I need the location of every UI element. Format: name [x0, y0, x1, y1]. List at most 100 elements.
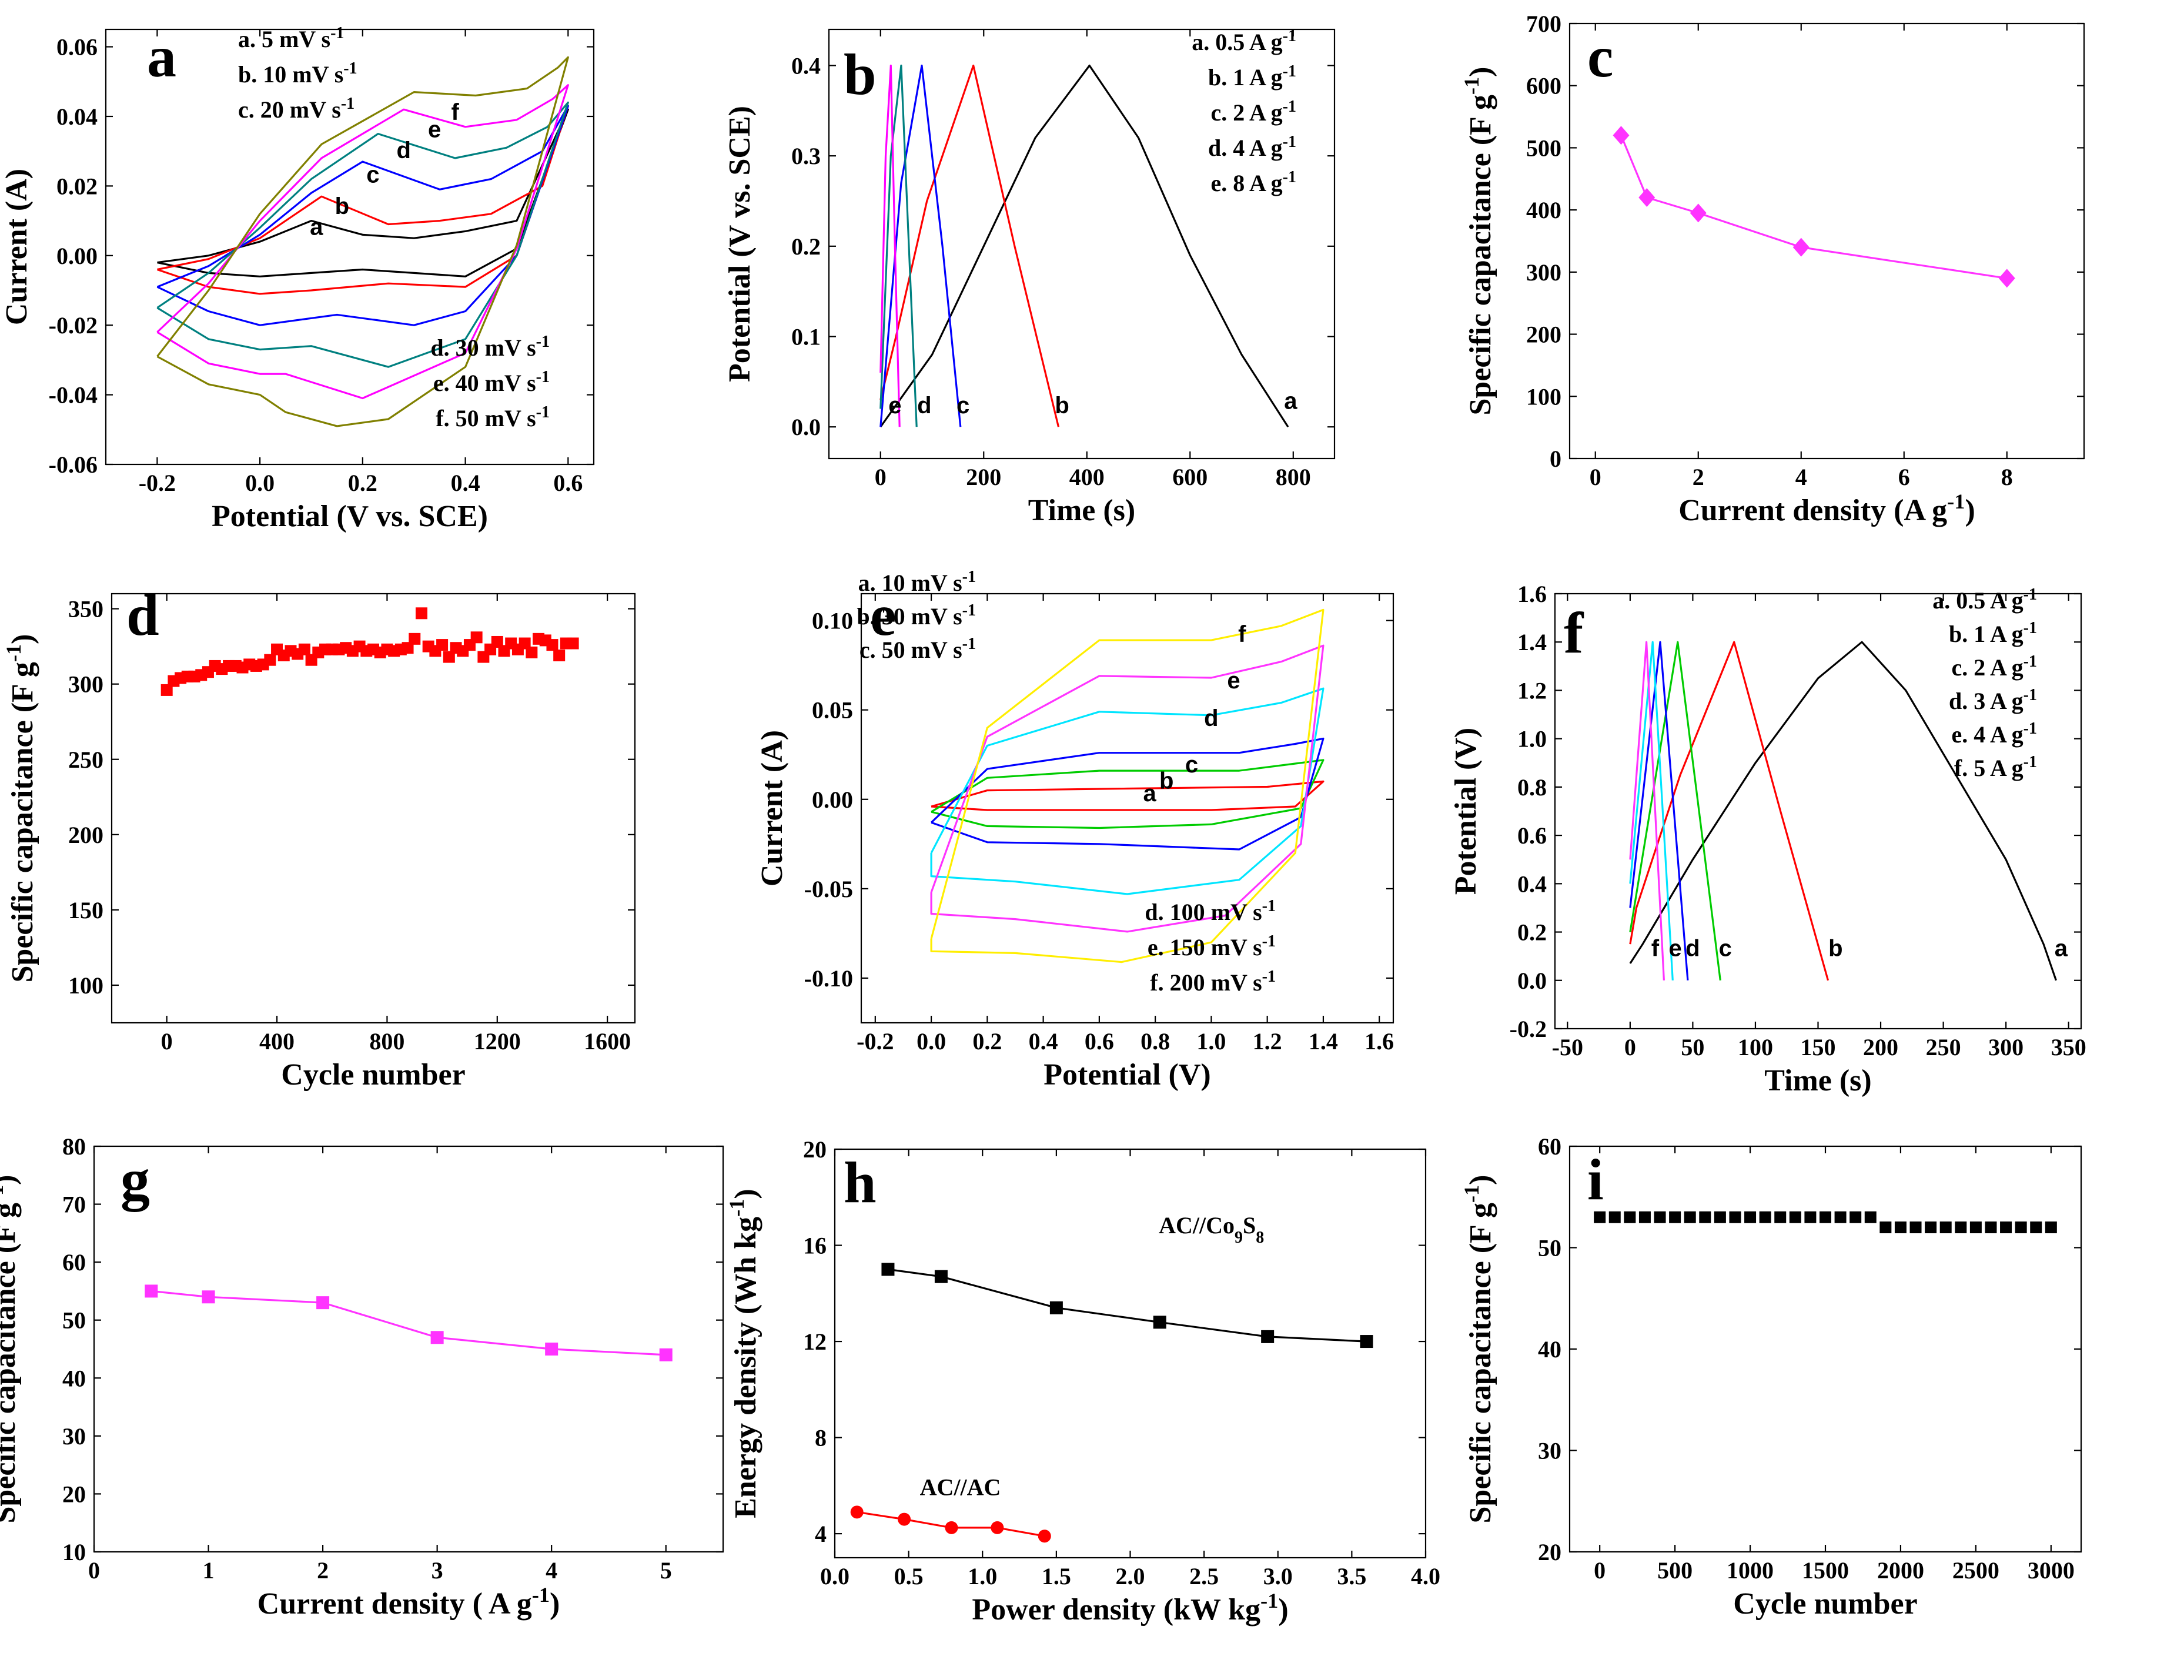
panel-letter: c [1587, 24, 1613, 89]
x-tick-label: 1.0 [968, 1563, 997, 1589]
data-point-marker [1774, 1211, 1787, 1223]
data-point-marker [1638, 1211, 1651, 1223]
legend-entry: a. 0.5 A g-1 [1192, 27, 1296, 56]
x-tick-label: 1.0 [1196, 1028, 1226, 1055]
data-point-marker [316, 1296, 330, 1310]
panel-letter: g [121, 1147, 150, 1212]
x-tick-label: 0.4 [451, 470, 480, 496]
data-point-marker [1955, 1221, 1967, 1233]
label-fragment: b. 30 mV s [857, 603, 962, 630]
x-axis-title: Time (s) [1764, 1064, 1871, 1097]
y-tick-label: 0.00 [812, 787, 853, 813]
y-axis-title: Energy density (Wh kg-1) [725, 1189, 762, 1518]
x-tick-label: 4 [1795, 464, 1807, 490]
series-line-b [931, 759, 1325, 829]
y-tick-label: 1.2 [1517, 677, 1547, 704]
label-fragment: Specific capacitance (F g [6, 662, 39, 982]
x-tick-label: 8 [2001, 464, 2013, 490]
x-tick-label: 300 [1988, 1034, 2024, 1060]
x-tick-label: 1.2 [1253, 1028, 1282, 1055]
label-fragment: -1 [2024, 652, 2037, 671]
label-fragment: b. 1 A g [1949, 621, 2024, 647]
x-tick-label: 0 [1624, 1034, 1636, 1060]
label-fragment: -1 [2024, 686, 2037, 704]
label-fragment: -1 [962, 601, 976, 620]
plot-frame [111, 593, 636, 1024]
series-line-a [931, 780, 1325, 811]
x-tick-label: 1200 [474, 1028, 521, 1055]
data-point-marker [991, 1521, 1004, 1534]
plot-frame [105, 28, 595, 466]
data-point-marker [1939, 1221, 1952, 1233]
y-tick-label: 0.10 [812, 608, 853, 634]
y-axis-title: Potential (V vs. SCE) [723, 106, 757, 382]
data-point-marker [2030, 1221, 2042, 1233]
legend-entry: a. 0.5 A g-1 [1932, 585, 2037, 614]
legend-entry: c. 20 mV s-1 [238, 95, 354, 123]
label-fragment: Cycle number [1733, 1587, 1917, 1621]
label-fragment: -1 [1262, 968, 1276, 986]
y-tick-label: 0.4 [1517, 871, 1547, 897]
y-tick-label: 0.0 [1517, 968, 1547, 994]
annotation-fragment: 9 [1235, 1229, 1243, 1247]
x-tick-label: 2.0 [1116, 1563, 1145, 1589]
series-line-d [930, 687, 1325, 895]
x-tick-label: 2500 [1952, 1557, 1999, 1584]
data-point-marker [430, 1331, 444, 1344]
x-tick-label: 0.5 [894, 1563, 924, 1589]
y-tick-label: 0 [1550, 446, 1561, 472]
curve-label: c [1185, 752, 1198, 778]
data-point-marker [1690, 203, 1707, 223]
label-fragment: -1 [1260, 1589, 1278, 1612]
label-fragment: Time (s) [1028, 494, 1135, 527]
label-fragment: a. 0.5 A g [1192, 29, 1282, 55]
x-tick-label: 1.4 [1309, 1028, 1338, 1055]
label-fragment: -1 [2024, 753, 2037, 771]
y-tick-label: 0.1 [791, 324, 821, 350]
label-fragment: ) [550, 1587, 560, 1621]
data-point-marker [546, 639, 558, 651]
data-point-marker [934, 1270, 948, 1283]
x-tick-label: 0 [1590, 464, 1601, 490]
curve-label: e [1227, 668, 1240, 694]
x-tick-label: 200 [966, 464, 1001, 490]
x-tick-label: 0 [1594, 1557, 1606, 1584]
x-tick-label: 0.0 [820, 1563, 849, 1589]
label-fragment: -1 [2024, 585, 2037, 604]
label-fragment: -1 [1283, 27, 1296, 45]
data-point-marker [409, 632, 421, 645]
label-fragment: ) [0, 1174, 22, 1184]
y-tick-label: 0.00 [56, 243, 98, 269]
label-fragment: Potential (V) [1043, 1058, 1210, 1092]
curve-label: e [428, 117, 441, 143]
data-point-marker [1699, 1211, 1711, 1223]
legend-entry: f. 50 mV s-1 [436, 403, 550, 432]
series-line-d [879, 64, 918, 427]
data-point-marker [2045, 1221, 2057, 1233]
y-tick-label: 0.02 [56, 173, 98, 199]
label-fragment: e. 4 A g [1951, 721, 2023, 748]
y-tick-label: 50 [1538, 1235, 1561, 1261]
legend-entry: b. 1 A g-1 [1949, 619, 2037, 648]
y-tick-label: 20 [1538, 1539, 1561, 1565]
curve-label: c [956, 393, 969, 419]
y-tick-label: 80 [62, 1133, 86, 1160]
series-line-capacitance [151, 1290, 666, 1356]
x-tick-label: 4 [546, 1557, 557, 1584]
x-tick-label: 0.6 [553, 470, 583, 496]
panel-g-asymmetric-rate: 0 1 2 3 4 5 10 20 30 40 50 60 70 80 Current density ( … [0, 1133, 724, 1621]
series-line-a [879, 64, 1289, 428]
label-fragment: a. 10 mV s [858, 570, 962, 596]
data-point-marker [945, 1521, 958, 1534]
label-fragment: -1 [1947, 490, 1965, 513]
data-point-marker [1729, 1211, 1741, 1223]
legend-entry: c. 2 A g-1 [1210, 98, 1296, 126]
plot-frame [828, 28, 1336, 460]
x-tick-label: 0.2 [972, 1028, 1002, 1055]
label-fragment: -1 [2024, 619, 2037, 637]
data-point-marker [1038, 1530, 1051, 1543]
y-axis-title: Current (A) [755, 730, 789, 886]
curve-label: f [1651, 936, 1660, 962]
label-fragment: ) [1464, 66, 1497, 76]
x-axis-title: Current density ( A g-1) [257, 1583, 560, 1621]
